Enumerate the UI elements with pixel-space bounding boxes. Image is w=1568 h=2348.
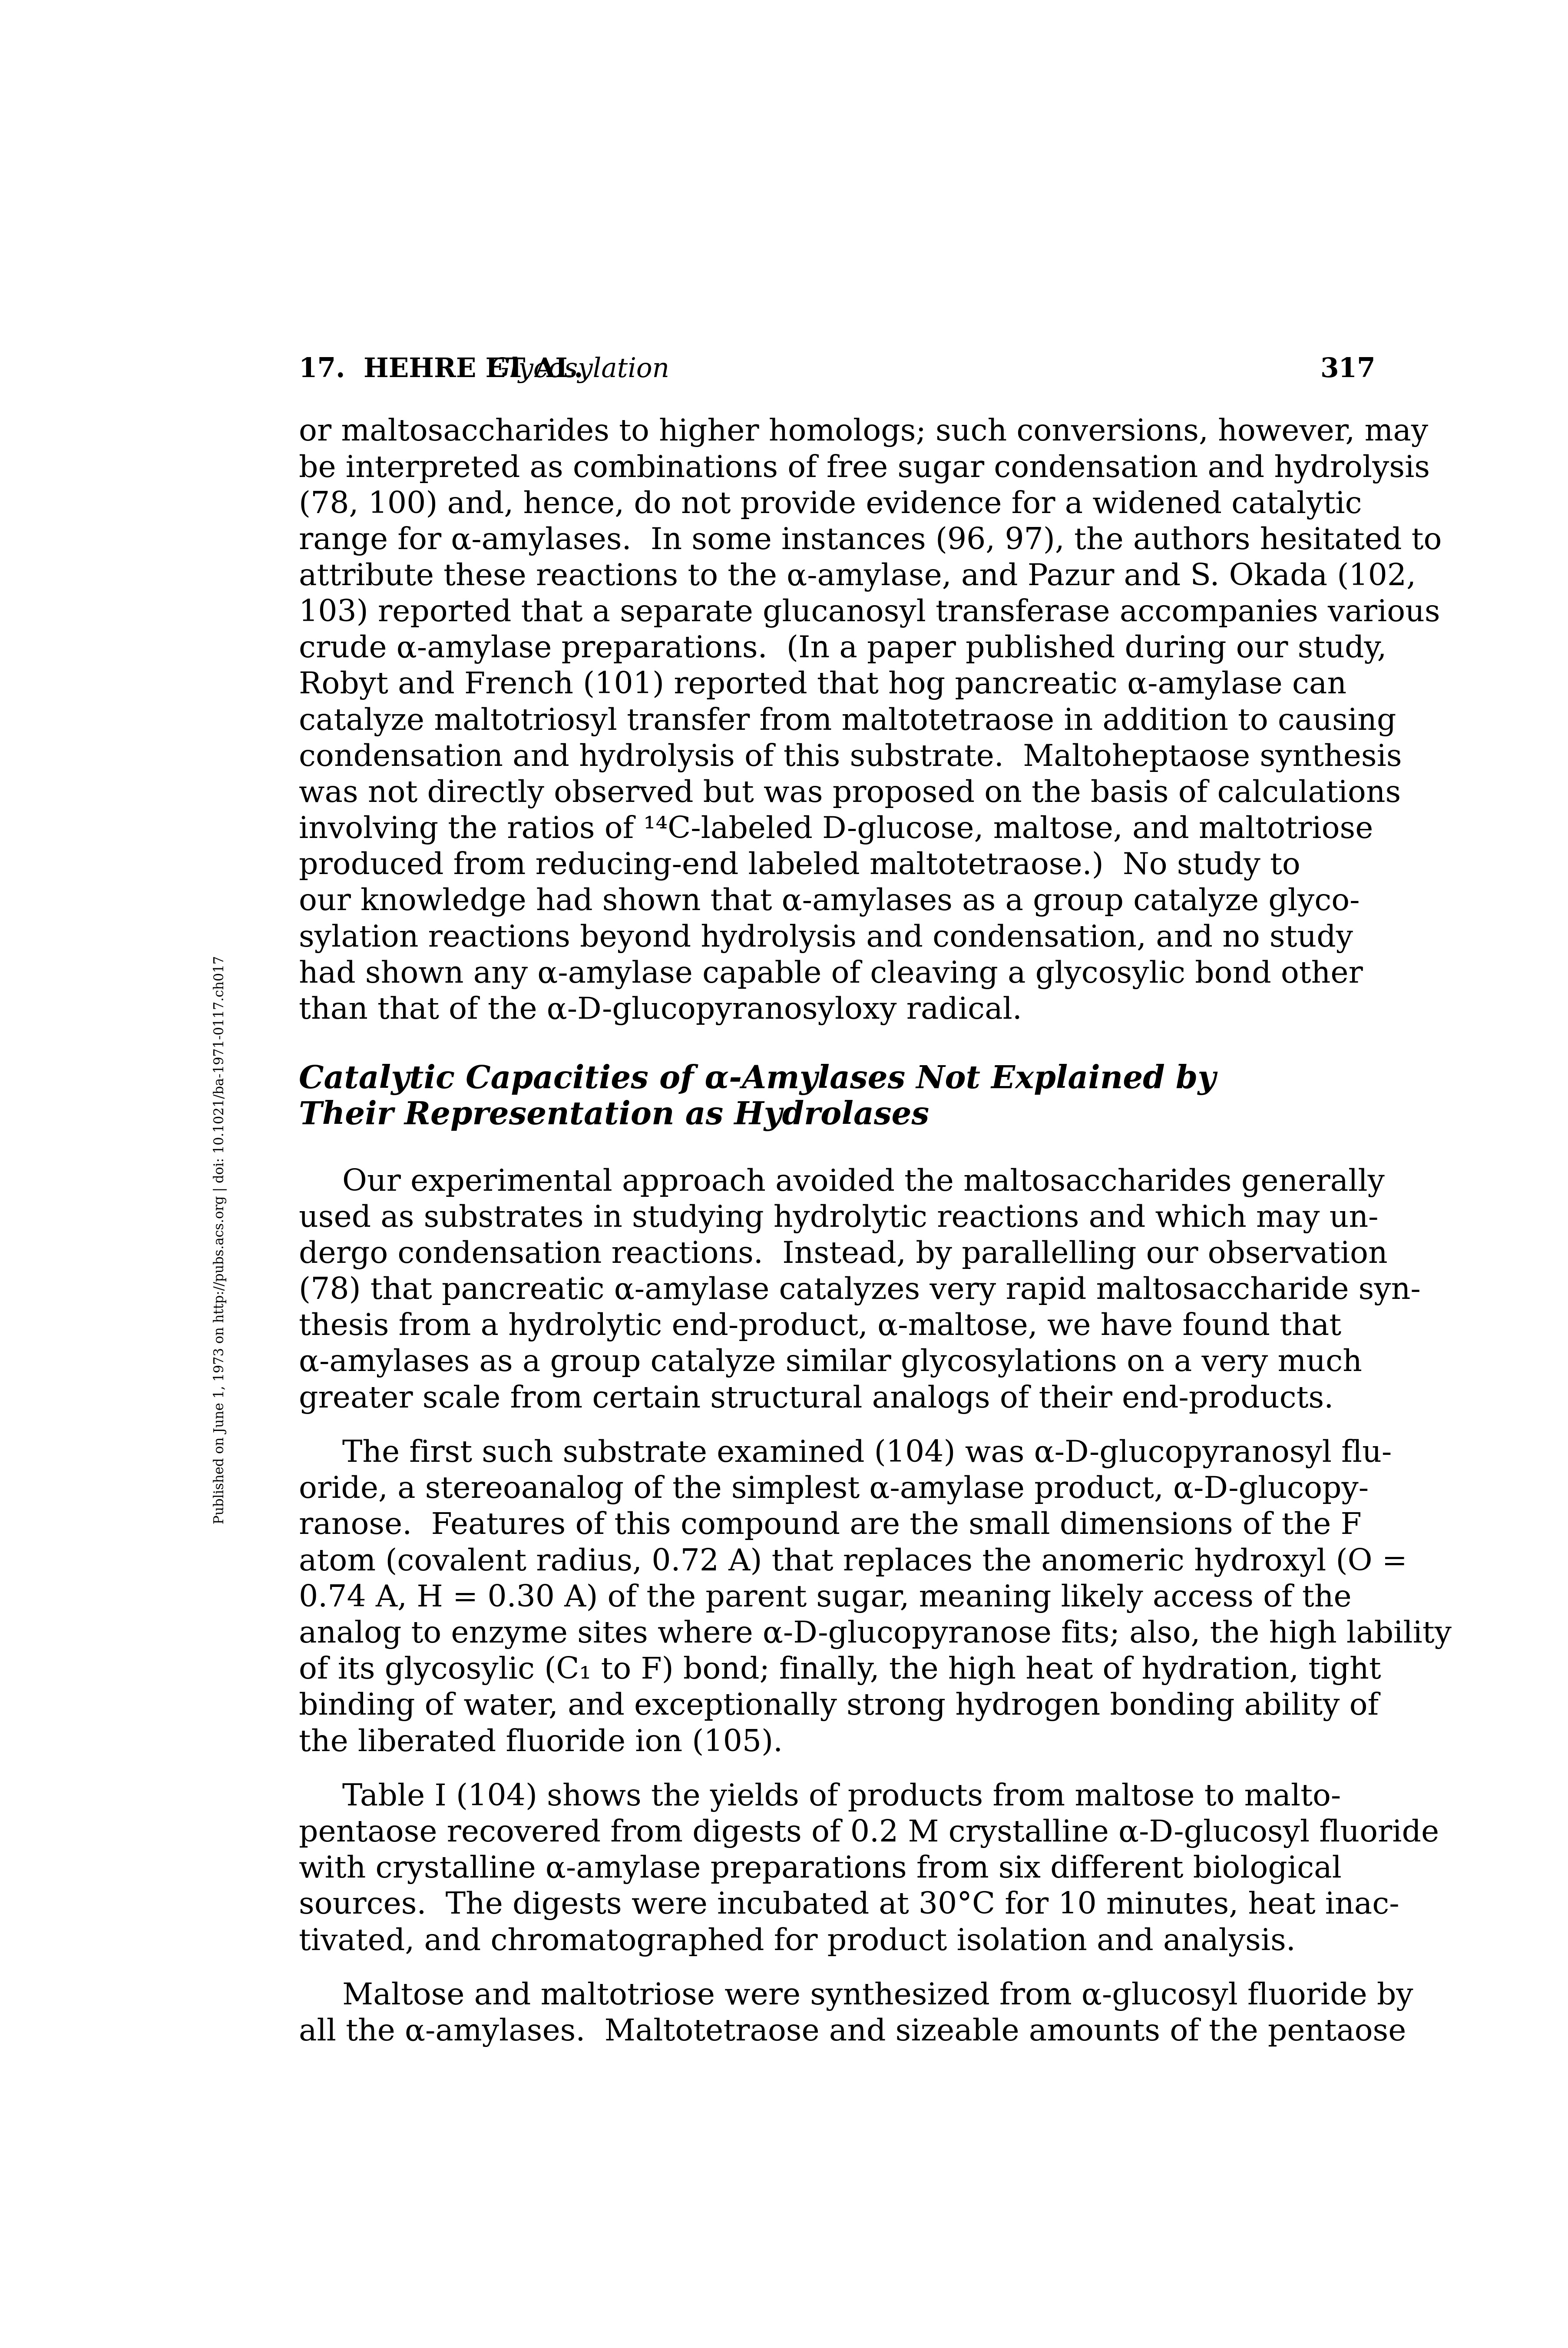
Text: attribute these reactions to the α-amylase, and Pazur and S. Okada (102,: attribute these reactions to the α-amyla… (298, 561, 1416, 592)
Text: α-amylases as a group catalyze similar glycosylations on a very much: α-amylases as a group catalyze similar g… (298, 1348, 1363, 1378)
Text: 17.  HEHRE ET AL.: 17. HEHRE ET AL. (298, 357, 583, 383)
Text: Their Representation as Hydrolases: Their Representation as Hydrolases (298, 1099, 928, 1132)
Text: The first such substrate examined (104) was α-D-glucopyranosyl flu-: The first such substrate examined (104) … (342, 1439, 1392, 1468)
Text: the liberated fluoride ion (105).: the liberated fluoride ion (105). (298, 1728, 782, 1756)
Text: ranose.  Features of this compound are the small dimensions of the F: ranose. Features of this compound are th… (298, 1512, 1361, 1540)
Text: tivated, and chromatographed for product isolation and analysis.: tivated, and chromatographed for product… (298, 1928, 1295, 1956)
Text: Our experimental approach avoided the maltosaccharides generally: Our experimental approach avoided the ma… (342, 1167, 1385, 1197)
Text: with crystalline α-amylase preparations from six different biological: with crystalline α-amylase preparations … (298, 1855, 1342, 1883)
Text: be interpreted as combinations of free sugar condensation and hydrolysis: be interpreted as combinations of free s… (298, 453, 1430, 484)
Text: our knowledge had shown that α-amylases as a group catalyze glyco-: our knowledge had shown that α-amylases … (298, 888, 1359, 916)
Text: dergo condensation reactions.  Instead, by parallelling our observation: dergo condensation reactions. Instead, b… (298, 1240, 1388, 1270)
Text: range for α-amylases.  In some instances (96, 97), the authors hesitated to: range for α-amylases. In some instances … (298, 526, 1441, 556)
Text: of its glycosylic (C₁ to F) bond; finally, the high heat of hydration, tight: of its glycosylic (C₁ to F) bond; finall… (298, 1655, 1381, 1686)
Text: than that of the α-D-glucopyranosyloxy radical.: than that of the α-D-glucopyranosyloxy r… (298, 996, 1022, 1026)
Text: had shown any α-amylase capable of cleaving a glycosylic bond other: had shown any α-amylase capable of cleav… (298, 960, 1363, 989)
Text: 0.74 A, H = 0.30 A) of the parent sugar, meaning likely access of the: 0.74 A, H = 0.30 A) of the parent sugar,… (298, 1583, 1352, 1613)
Text: oride, a stereoanalog of the simplest α-amylase product, α-D-glucopy-: oride, a stereoanalog of the simplest α-… (298, 1475, 1369, 1505)
Text: binding of water, and exceptionally strong hydrogen bonding ability of: binding of water, and exceptionally stro… (298, 1691, 1378, 1721)
Text: (78, 100) and, hence, do not provide evidence for a widened catalytic: (78, 100) and, hence, do not provide evi… (298, 491, 1361, 519)
Text: Robyt and French (101) reported that hog pancreatic α-amylase can: Robyt and French (101) reported that hog… (298, 672, 1347, 700)
Text: was not directly observed but was proposed on the basis of calculations: was not directly observed but was propos… (298, 780, 1400, 808)
Text: thesis from a hydrolytic end-product, α-maltose, we have found that: thesis from a hydrolytic end-product, α-… (298, 1313, 1341, 1341)
Text: or maltosaccharides to higher homologs; such conversions, however, may: or maltosaccharides to higher homologs; … (298, 418, 1428, 446)
Text: produced from reducing-end labeled maltotetraose.)  No study to: produced from reducing-end labeled malto… (298, 850, 1300, 880)
Text: Published on June 1, 1973 on http://pubs.acs.org | doi: 10.1021/ba-1971-0117.ch0: Published on June 1, 1973 on http://pubs… (213, 956, 227, 1524)
Text: sources.  The digests were incubated at 30°C for 10 minutes, heat inac-: sources. The digests were incubated at 3… (298, 1890, 1399, 1921)
Text: sylation reactions beyond hydrolysis and condensation, and no study: sylation reactions beyond hydrolysis and… (298, 923, 1353, 953)
Text: all the α-amylases.  Maltotetraose and sizeable amounts of the pentaose: all the α-amylases. Maltotetraose and si… (298, 2017, 1406, 2047)
Text: 317: 317 (1320, 357, 1375, 383)
Text: (78) that pancreatic α-amylase catalyzes very rapid maltosaccharide syn-: (78) that pancreatic α-amylase catalyzes… (298, 1275, 1421, 1305)
Text: atom (covalent radius, 0.72 A) that replaces the anomeric hydroxyl (O =: atom (covalent radius, 0.72 A) that repl… (298, 1547, 1406, 1578)
Text: Table I (104) shows the yields of products from maltose to malto-: Table I (104) shows the yields of produc… (342, 1782, 1341, 1813)
Text: used as substrates in studying hydrolytic reactions and which may un-: used as substrates in studying hydrolyti… (298, 1205, 1378, 1233)
Text: Maltose and maltotriose were synthesized from α-glucosyl fluoride by: Maltose and maltotriose were synthesized… (342, 1982, 1413, 2010)
Text: Catalytic Capacities of α-Amylases Not Explained by: Catalytic Capacities of α-Amylases Not E… (298, 1064, 1215, 1094)
Text: pentaose recovered from digests of 0.2 M crystalline α-D-glucosyl fluoride: pentaose recovered from digests of 0.2 M… (298, 1817, 1439, 1848)
Text: greater scale from certain structural analogs of their end-products.: greater scale from certain structural an… (298, 1385, 1333, 1413)
Text: Glycosylation: Glycosylation (489, 357, 670, 383)
Text: crude α-amylase preparations.  (In a paper published during our study,: crude α-amylase preparations. (In a pape… (298, 634, 1386, 664)
Text: involving the ratios of ¹⁴C-labeled D-glucose, maltose, and maltotriose: involving the ratios of ¹⁴C-labeled D-gl… (298, 815, 1374, 845)
Text: condensation and hydrolysis of this substrate.  Maltoheptaose synthesis: condensation and hydrolysis of this subs… (298, 742, 1402, 772)
Text: analog to enzyme sites where α-D-glucopyranose fits; also, the high lability: analog to enzyme sites where α-D-glucopy… (298, 1620, 1452, 1648)
Text: catalyze maltotriosyl transfer from maltotetraose in addition to causing: catalyze maltotriosyl transfer from malt… (298, 707, 1396, 737)
Text: 103) reported that a separate glucanosyl transferase accompanies various: 103) reported that a separate glucanosyl… (298, 599, 1439, 627)
